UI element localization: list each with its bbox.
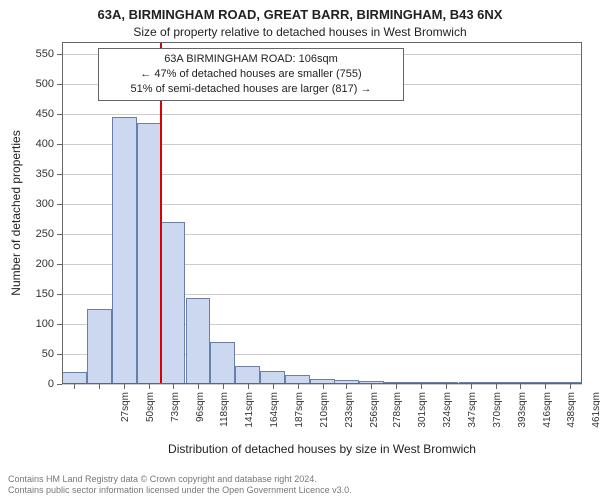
y-tick-label: 350 <box>14 168 54 180</box>
x-tick-mark <box>124 384 125 389</box>
chart-container: 63A, BIRMINGHAM ROAD, GREAT BARR, BIRMIN… <box>0 0 600 500</box>
x-tick-mark <box>471 384 472 389</box>
x-tick-mark <box>149 384 150 389</box>
x-tick-mark <box>248 384 249 389</box>
title-main: 63A, BIRMINGHAM ROAD, GREAT BARR, BIRMIN… <box>0 6 600 24</box>
title-sub: Size of property relative to detached ho… <box>0 24 600 40</box>
x-tick-label: 187sqm <box>294 392 305 442</box>
y-tick-label: 100 <box>14 318 54 330</box>
footer-line2: Contains public sector information licen… <box>8 485 352 496</box>
x-tick-label: 393sqm <box>517 392 528 442</box>
x-tick-label: 73sqm <box>170 392 181 442</box>
x-tick-mark <box>520 384 521 389</box>
y-tick-label: 200 <box>14 258 54 270</box>
y-tick-label: 500 <box>14 78 54 90</box>
x-tick-label: 50sqm <box>145 392 156 442</box>
y-axis-label: Number of detached properties <box>9 130 23 295</box>
x-tick-mark <box>545 384 546 389</box>
plot-border <box>62 42 582 384</box>
x-tick-mark <box>371 384 372 389</box>
x-tick-label: 210sqm <box>319 392 330 442</box>
x-tick-label: 347sqm <box>467 392 478 442</box>
x-tick-label: 96sqm <box>195 392 206 442</box>
x-tick-label: 118sqm <box>219 392 230 442</box>
x-tick-mark <box>74 384 75 389</box>
x-tick-mark <box>298 384 299 389</box>
y-tick-label: 0 <box>14 378 54 390</box>
x-tick-mark <box>346 384 347 389</box>
x-tick-mark <box>323 384 324 389</box>
x-tick-label: 164sqm <box>269 392 280 442</box>
x-tick-label: 461sqm <box>591 392 600 442</box>
x-tick-mark <box>173 384 174 389</box>
x-tick-label: 438sqm <box>566 392 577 442</box>
x-tick-label: 324sqm <box>442 392 453 442</box>
y-tick-label: 50 <box>14 348 54 360</box>
footer: Contains HM Land Registry data © Crown c… <box>8 474 352 497</box>
x-tick-mark <box>421 384 422 389</box>
titles: 63A, BIRMINGHAM ROAD, GREAT BARR, BIRMIN… <box>0 0 600 40</box>
y-tick-label: 450 <box>14 108 54 120</box>
x-tick-mark <box>99 384 100 389</box>
footer-line1: Contains HM Land Registry data © Crown c… <box>8 474 352 485</box>
x-tick-label: 301sqm <box>417 392 428 442</box>
x-tick-label: 370sqm <box>492 392 503 442</box>
x-tick-mark <box>223 384 224 389</box>
x-tick-mark <box>446 384 447 389</box>
y-tick-label: 550 <box>14 48 54 60</box>
x-tick-label: 141sqm <box>244 392 255 442</box>
x-axis-label: Distribution of detached houses by size … <box>168 442 476 456</box>
x-tick-mark <box>396 384 397 389</box>
x-tick-mark <box>496 384 497 389</box>
chart-area: 63A BIRMINGHAM ROAD: 106sqm← 47% of deta… <box>62 42 582 384</box>
y-tick-label: 250 <box>14 228 54 240</box>
x-tick-mark <box>570 384 571 389</box>
y-tick-mark <box>57 384 62 385</box>
y-tick-label: 400 <box>14 138 54 150</box>
x-tick-label: 278sqm <box>392 392 403 442</box>
x-tick-mark <box>273 384 274 389</box>
x-tick-label: 27sqm <box>120 392 131 442</box>
y-tick-label: 300 <box>14 198 54 210</box>
x-tick-mark <box>198 384 199 389</box>
x-tick-label: 416sqm <box>542 392 553 442</box>
x-tick-label: 256sqm <box>369 392 380 442</box>
y-tick-label: 150 <box>14 288 54 300</box>
x-tick-label: 233sqm <box>344 392 355 442</box>
